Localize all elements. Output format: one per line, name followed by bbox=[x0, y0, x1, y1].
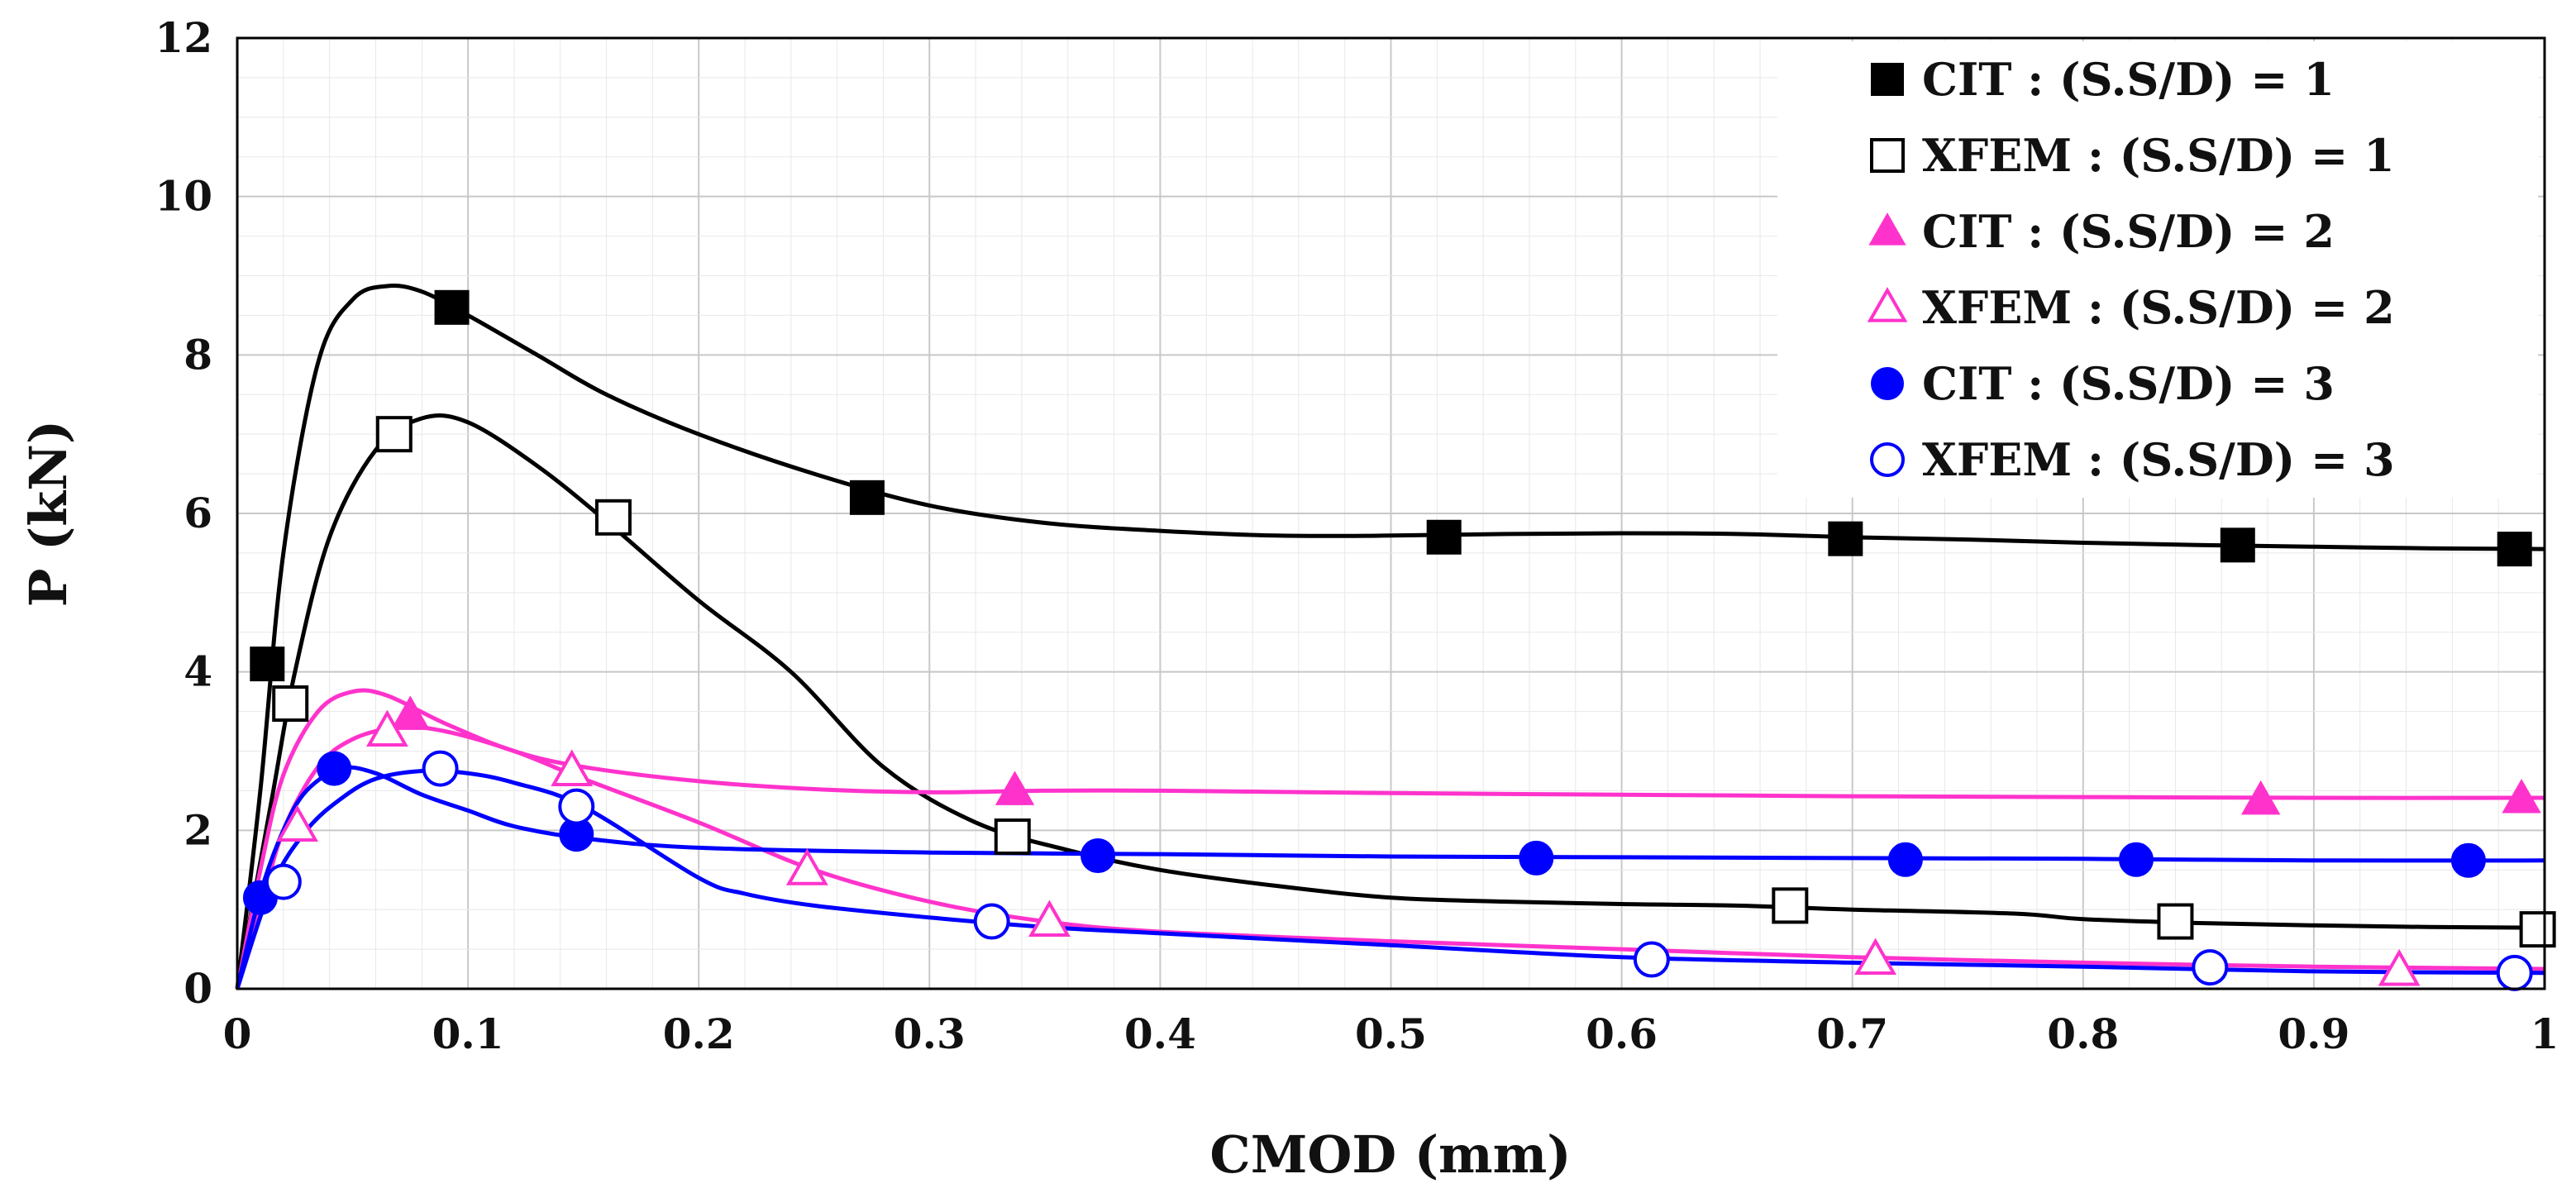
y-tick-label: 12 bbox=[155, 13, 212, 62]
data-point-series-3 bbox=[390, 695, 431, 730]
data-point-series-1 bbox=[849, 480, 885, 515]
legend-entry-label: CIT : (S.S/D) = 3 bbox=[1922, 357, 2335, 410]
x-axis-title: CMOD (mm) bbox=[1209, 1124, 1571, 1185]
series-line-1 bbox=[235, 284, 2545, 990]
y-tick-label: 4 bbox=[184, 647, 212, 696]
legend-marker bbox=[1870, 138, 1905, 173]
x-tick-label: 0.6 bbox=[1586, 1009, 1658, 1058]
x-tick-label: 0 bbox=[223, 1009, 252, 1058]
data-point-series-6 bbox=[558, 788, 595, 825]
legend-marker bbox=[1868, 212, 1906, 246]
data-point-series-4 bbox=[1854, 938, 1897, 976]
series-line-3 bbox=[235, 688, 2545, 990]
data-point-series-2 bbox=[272, 685, 309, 722]
x-tick-label: 0.9 bbox=[2278, 1009, 2349, 1058]
data-point-series-4 bbox=[551, 749, 594, 786]
x-tick-label: 0.8 bbox=[2047, 1009, 2119, 1058]
legend-marker bbox=[1871, 367, 1904, 400]
x-tick-label: 0.3 bbox=[894, 1009, 966, 1058]
data-point-series-2 bbox=[2519, 911, 2556, 948]
legend-entry-label: XFEM : (S.S/D) = 2 bbox=[1922, 281, 2395, 334]
series-line-4 bbox=[235, 724, 2545, 990]
data-point-series-4 bbox=[276, 804, 319, 842]
plot-frame bbox=[236, 36, 2546, 990]
x-tick-label: 0.7 bbox=[1816, 1009, 1888, 1058]
grid bbox=[236, 37, 2545, 990]
x-tick-label: 0.4 bbox=[1124, 1009, 1196, 1058]
x-tick-label: 0.5 bbox=[1355, 1009, 1427, 1058]
legend-entry-label: CIT : (S.S/D) = 2 bbox=[1922, 205, 2335, 258]
data-point-series-6 bbox=[265, 863, 302, 900]
legend-entry-label: CIT : (S.S/D) = 1 bbox=[1922, 53, 2335, 106]
x-tick-label: 0.1 bbox=[432, 1009, 504, 1058]
data-point-series-3 bbox=[995, 771, 1035, 805]
data-point-series-4 bbox=[785, 848, 828, 885]
legend-marker bbox=[1867, 287, 1908, 322]
data-point-series-4 bbox=[1028, 900, 1071, 938]
data-point-series-5 bbox=[1519, 840, 1554, 876]
data-point-series-1 bbox=[2220, 527, 2255, 563]
data-point-series-5 bbox=[1887, 842, 1923, 877]
data-point-series-6 bbox=[422, 750, 459, 787]
data-point-series-3 bbox=[2240, 780, 2281, 815]
series-markers bbox=[242, 289, 2556, 991]
x-tick-label: 0.2 bbox=[663, 1009, 735, 1058]
data-point-series-1 bbox=[250, 647, 285, 682]
data-point-series-2 bbox=[1772, 887, 1809, 924]
data-point-series-5 bbox=[317, 751, 352, 786]
data-point-series-1 bbox=[434, 289, 470, 325]
series-line-2 bbox=[235, 413, 2545, 990]
legend-background bbox=[1777, 41, 2538, 498]
x-tick-label: 1 bbox=[2531, 1009, 2559, 1058]
y-tick-label: 0 bbox=[184, 964, 212, 1013]
data-point-series-6 bbox=[2496, 954, 2533, 991]
y-tick-label: 10 bbox=[155, 172, 212, 221]
data-point-series-2 bbox=[375, 416, 413, 453]
data-point-series-2 bbox=[994, 818, 1031, 855]
data-point-series-4 bbox=[365, 709, 408, 747]
legend: CIT : (S.S/D) = 1 XFEM : (S.S/D) = 1 CIT :… bbox=[1777, 41, 2538, 498]
y-tick-label: 2 bbox=[184, 805, 212, 854]
data-point-series-5 bbox=[1080, 838, 1116, 873]
legend-marker bbox=[1871, 63, 1904, 96]
y-axis-title: P (kN) bbox=[18, 420, 79, 608]
data-point-series-4 bbox=[2378, 948, 2421, 986]
data-point-series-3 bbox=[2502, 778, 2541, 814]
legend-entry-label: XFEM : (S.S/D) = 3 bbox=[1922, 433, 2395, 486]
data-point-series-2 bbox=[594, 499, 632, 536]
data-point-series-6 bbox=[2192, 949, 2229, 986]
series-line-6 bbox=[235, 768, 2545, 990]
data-point-series-1 bbox=[1828, 521, 1863, 556]
data-point-series-2 bbox=[2157, 903, 2194, 940]
data-point-series-5 bbox=[2450, 842, 2486, 878]
y-tick-label: 8 bbox=[184, 330, 212, 379]
data-point-series-1 bbox=[1426, 519, 1462, 555]
legend-entry-label: XFEM : (S.S/D) = 1 bbox=[1922, 129, 2395, 182]
data-point-series-5 bbox=[2118, 842, 2154, 877]
y-tick-label: 6 bbox=[184, 489, 212, 537]
data-point-series-1 bbox=[2497, 532, 2532, 567]
data-point-series-6 bbox=[1633, 941, 1670, 978]
legend-marker bbox=[1870, 442, 1905, 477]
data-point-series-6 bbox=[973, 903, 1010, 940]
